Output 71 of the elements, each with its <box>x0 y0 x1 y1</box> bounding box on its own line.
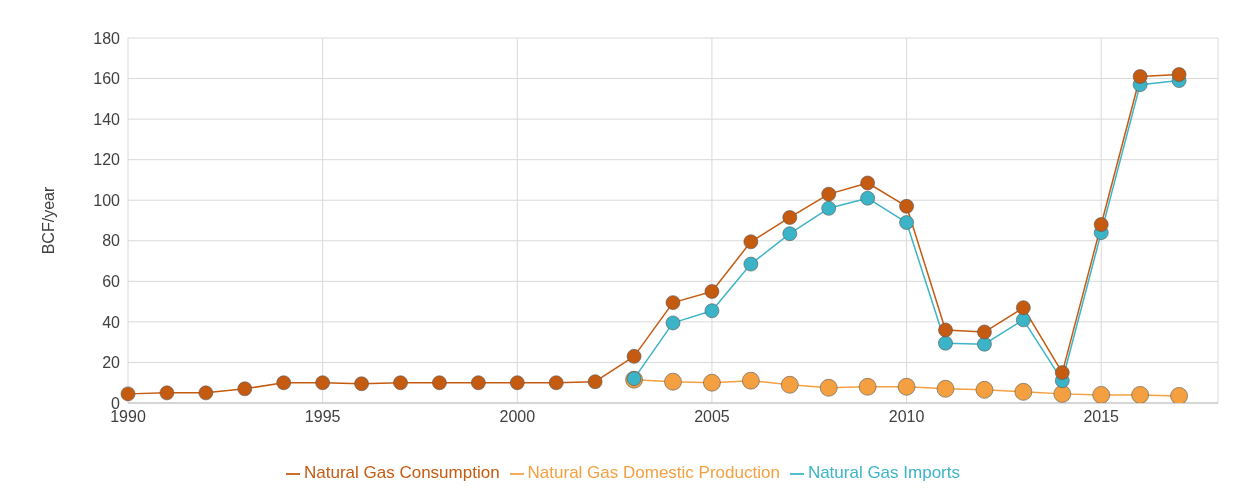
point <box>897 377 916 396</box>
point <box>120 386 136 402</box>
point <box>742 371 760 390</box>
point <box>1053 385 1072 403</box>
point <box>198 385 214 401</box>
x-tick-label: 2005 <box>694 408 730 426</box>
point <box>1131 386 1149 403</box>
point <box>780 375 799 394</box>
point <box>432 375 447 391</box>
legend-label: Natural Gas Consumption <box>304 463 500 482</box>
point <box>509 375 525 391</box>
point <box>975 381 994 399</box>
point <box>471 375 486 391</box>
y-tick-label: 140 <box>93 110 121 128</box>
point <box>1170 387 1188 403</box>
point <box>899 215 914 230</box>
x-tick-label: 1995 <box>304 408 341 426</box>
point <box>1093 217 1109 232</box>
point <box>626 349 642 364</box>
y-tick-label: 20 <box>102 354 121 372</box>
point <box>821 201 837 216</box>
point <box>704 303 720 319</box>
point <box>276 375 292 391</box>
point <box>1171 67 1187 82</box>
y-tick-label: 40 <box>102 313 121 331</box>
y-tick-label: 180 <box>93 29 121 47</box>
point <box>704 284 720 299</box>
y-tick-label: 80 <box>102 232 121 250</box>
point <box>393 375 408 391</box>
y-tick-label: 100 <box>93 191 121 209</box>
point <box>315 375 330 391</box>
point <box>821 186 837 202</box>
point <box>743 234 759 250</box>
point <box>665 295 681 310</box>
point <box>936 380 955 398</box>
point <box>548 375 564 391</box>
x-tick-label: 1990 <box>110 408 146 426</box>
point <box>354 376 369 392</box>
point <box>860 175 875 191</box>
y-tick-label: 160 <box>93 70 121 88</box>
point <box>703 373 721 392</box>
point <box>977 324 992 340</box>
point <box>159 385 175 401</box>
point <box>664 372 682 391</box>
point <box>819 378 838 397</box>
point <box>587 374 603 390</box>
point <box>899 199 914 214</box>
x-tick-label: 2015 <box>1083 408 1120 426</box>
y-axis-title: BCF/year <box>39 186 57 255</box>
point <box>782 210 798 225</box>
legend-label: Natural Gas Domestic Production <box>527 463 780 482</box>
point <box>665 315 681 331</box>
y-tick-label: 120 <box>93 151 121 169</box>
point <box>1092 386 1111 403</box>
legend-label: Natural Gas Imports <box>807 463 960 482</box>
point <box>1016 300 1031 315</box>
point <box>860 190 875 206</box>
x-tick-label: 2000 <box>499 408 536 426</box>
point <box>782 226 798 241</box>
point <box>743 256 759 272</box>
x-tick-label: 2010 <box>888 408 925 426</box>
point <box>1014 383 1033 401</box>
point <box>1132 69 1148 84</box>
point <box>977 336 992 352</box>
y-tick-label: 60 <box>102 273 121 291</box>
point <box>1016 312 1031 328</box>
point <box>938 322 953 338</box>
point <box>938 335 953 351</box>
point <box>858 377 877 396</box>
point <box>1054 365 1070 380</box>
point <box>237 381 253 397</box>
